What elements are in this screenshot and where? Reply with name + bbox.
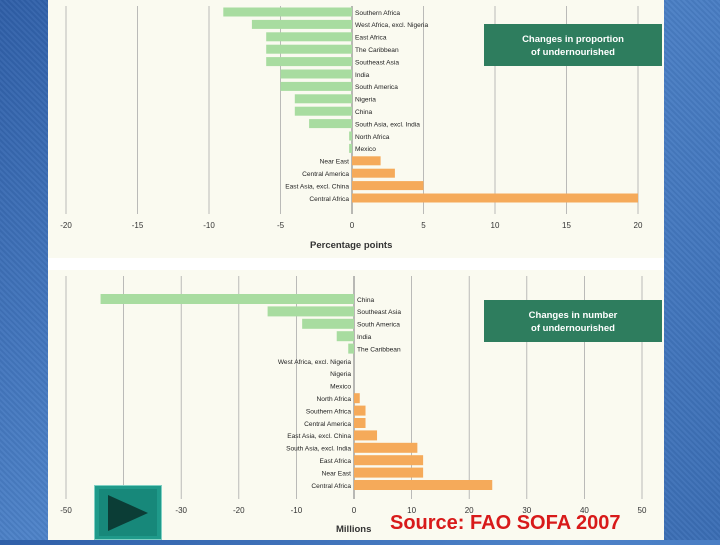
bar [223, 7, 352, 17]
x-tick-label: 20 [634, 221, 643, 230]
source-caption: Source: FAO SOFA 2007 [390, 512, 621, 534]
bar [266, 57, 352, 67]
x-tick-label: 5 [421, 221, 426, 230]
x-tick-label: -50 [60, 506, 72, 515]
bar [294, 106, 352, 116]
bar [354, 418, 366, 428]
category-label: North Africa [317, 396, 352, 403]
bar [267, 306, 354, 317]
x-tick-label: -15 [132, 221, 144, 230]
bar [354, 467, 424, 478]
category-label: Nigeria [355, 97, 376, 104]
category-label: South Asia, excl. India [355, 121, 420, 128]
x-tick-label: -10 [291, 506, 303, 515]
play-button[interactable] [93, 484, 163, 541]
bar [309, 119, 352, 129]
bar [349, 143, 352, 153]
bar [266, 44, 352, 54]
bar [354, 405, 366, 416]
bar [100, 294, 354, 304]
category-label: Near East [322, 470, 351, 477]
chart-title-box [484, 24, 662, 66]
chart-title: of undernourished [531, 323, 615, 334]
bar [349, 131, 352, 141]
x-tick-label: -20 [60, 221, 72, 230]
x-tick-label: 20 [465, 506, 474, 515]
category-label: North Africa [355, 134, 390, 141]
chart-title: Changes in proportion [522, 34, 624, 45]
category-label: East Asia, excl. China [287, 433, 351, 440]
bar [352, 156, 381, 166]
category-label: Southeast Asia [355, 59, 399, 66]
category-label: Southeast Asia [357, 309, 401, 316]
category-label: Southern Africa [306, 408, 351, 415]
x-axis-label: Millions [336, 524, 371, 535]
bar [251, 19, 352, 29]
category-label: China [357, 297, 375, 304]
bar [348, 343, 354, 354]
category-label: South Asia, excl. India [286, 446, 351, 453]
chart-proportion-svg: -20 -15 -10 -5 0 5 10 15 20 Percentage points Sout… [60, 6, 662, 251]
bar [354, 430, 378, 441]
category-label: Mexico [355, 146, 376, 153]
x-tick-label: 0 [352, 506, 357, 515]
divider-band [48, 258, 664, 270]
bar [354, 393, 360, 404]
category-label: South America [355, 84, 398, 91]
x-tick-label: -30 [175, 506, 187, 515]
x-tick-label: -5 [277, 221, 285, 230]
bar [336, 331, 354, 342]
category-label: Central Africa [311, 483, 351, 490]
x-tick-label: -20 [233, 506, 245, 515]
bar [354, 442, 418, 453]
bar [280, 69, 352, 79]
category-label: India [357, 334, 372, 341]
play-icon [93, 484, 163, 541]
category-label: Near East [320, 159, 349, 166]
category-label: West Africa, excl. Nigeria [355, 22, 428, 29]
category-label: The Caribbean [357, 346, 401, 353]
chart-title-box [484, 300, 662, 342]
x-tick-label: 0 [350, 221, 355, 230]
x-tick-label: -10 [203, 221, 215, 230]
bar [302, 318, 354, 329]
x-tick-label: 30 [522, 506, 531, 515]
category-label: Central America [304, 421, 351, 428]
category-label: East Asia, excl. China [285, 183, 349, 190]
bar [352, 193, 638, 203]
x-axis-label: Percentage points [310, 240, 392, 251]
x-tick-label: 10 [407, 506, 416, 515]
bar [352, 181, 424, 191]
category-label: Mexico [330, 384, 351, 391]
category-label: Central America [302, 171, 349, 178]
x-tick-label: 40 [580, 506, 589, 515]
chart-title: of undernourished [531, 47, 615, 58]
chart-panel-proportion: -20 -15 -10 -5 0 5 10 15 20 Percentage points Sout… [48, 0, 664, 258]
bar [352, 168, 395, 178]
category-label: Nigeria [330, 371, 351, 378]
bar [294, 94, 352, 104]
category-label: China [355, 109, 373, 116]
bar [354, 480, 493, 490]
bar [266, 32, 352, 42]
x-tick-label: 10 [491, 221, 500, 230]
x-tick-label: 50 [638, 506, 647, 515]
bar [280, 81, 352, 91]
category-label: West Africa, excl. Nigeria [278, 359, 351, 366]
chart-title: Changes in number [529, 310, 618, 321]
category-label: East Africa [319, 458, 351, 465]
category-label: Central Africa [309, 196, 349, 203]
category-label: Southern Africa [355, 10, 400, 17]
category-label: The Caribbean [355, 47, 399, 54]
x-tick-label: 15 [562, 221, 571, 230]
category-label: India [355, 72, 370, 79]
bar [354, 455, 424, 466]
category-label: East Africa [355, 35, 387, 42]
category-label: South America [357, 322, 400, 329]
